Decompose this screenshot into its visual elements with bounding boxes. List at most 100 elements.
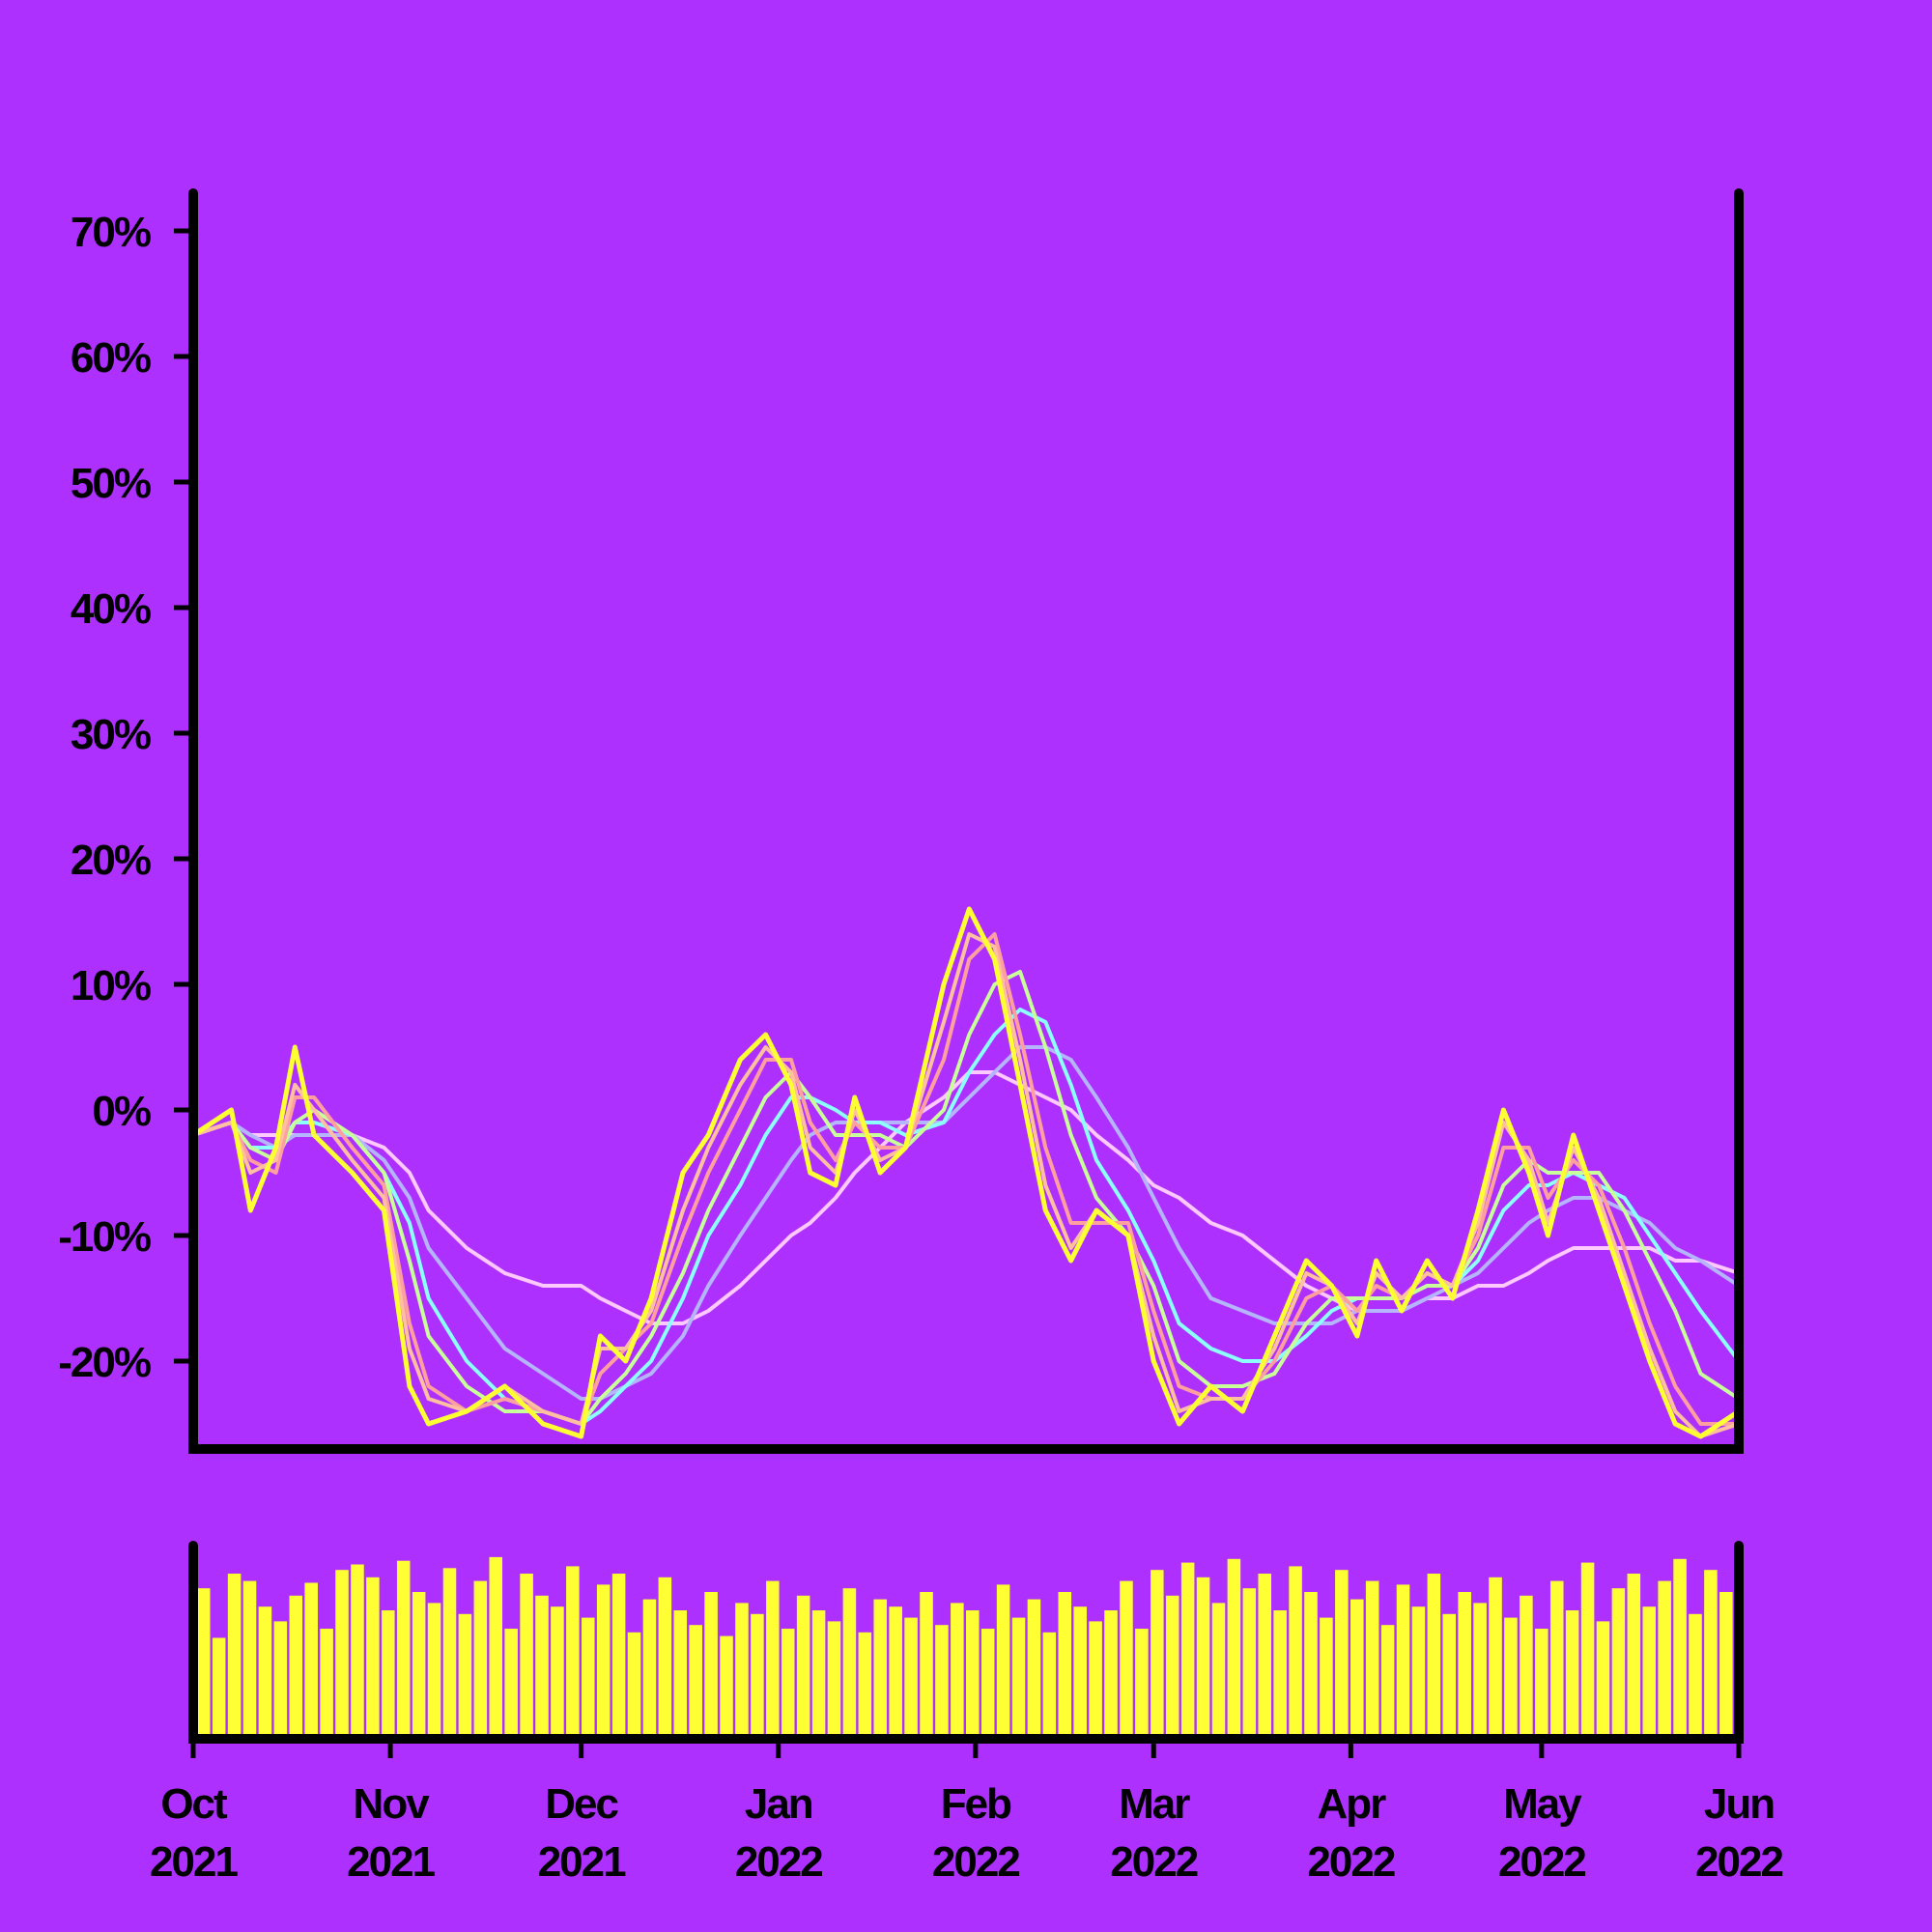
price-line-group <box>193 906 1739 1439</box>
volume-bar <box>827 1621 841 1739</box>
ma-10-line <box>193 932 1739 1426</box>
volume-bar <box>1504 1617 1518 1739</box>
volume-bar <box>1011 1617 1026 1739</box>
x-tick-year: 2021 <box>150 1838 238 1886</box>
volume-bar <box>1427 1574 1441 1739</box>
x-tick-month: Nov <box>354 1780 431 1828</box>
volume-bar <box>304 1582 318 1739</box>
volume-bar <box>1689 1613 1702 1739</box>
y-tick-label: 30% <box>71 711 151 758</box>
volume-bar <box>1227 1558 1241 1739</box>
x-tick-year: 2021 <box>347 1838 435 1886</box>
volume-bar <box>320 1629 333 1739</box>
y-tick-label: 70% <box>71 209 151 256</box>
volume-bar <box>1258 1574 1272 1739</box>
volume-bar <box>1658 1580 1671 1739</box>
volume-bar <box>1520 1595 1533 1739</box>
x-tick-month: Dec <box>545 1780 618 1828</box>
volume-bar <box>1627 1574 1641 1739</box>
volume-bar <box>611 1574 626 1739</box>
volume-bar <box>1365 1580 1379 1739</box>
volume-bar <box>735 1603 749 1739</box>
x-tick-year: 2022 <box>1307 1838 1394 1886</box>
volume-bar <box>351 1564 364 1739</box>
volume-bar <box>966 1610 980 1739</box>
y-axis-ticks: 70% 60% 50% 40% 30% 20% 10% 0% -10% -20% <box>58 209 193 1386</box>
y-tick-label: -20% <box>58 1339 151 1386</box>
volume-bar <box>1120 1580 1133 1739</box>
y-tick-label: 20% <box>71 837 151 884</box>
y-tick-label: 10% <box>71 962 151 1009</box>
volume-bar <box>335 1570 349 1739</box>
volume-bar <box>704 1592 718 1739</box>
y-tick-label: 50% <box>71 460 151 507</box>
volume-bar <box>1165 1595 1179 1739</box>
volume-bar <box>658 1577 672 1739</box>
volume-bar <box>781 1629 795 1739</box>
volume-bar <box>197 1588 211 1739</box>
volume-bar <box>842 1588 857 1739</box>
volume-bar <box>489 1556 503 1739</box>
volume-bar <box>951 1603 964 1739</box>
x-tick-month: May <box>1503 1780 1582 1828</box>
volume-bar <box>1211 1603 1226 1739</box>
x-axis-ticks: Oct 2021 Nov 2021 Dec 2021 Jan 2022 Feb 2022 Mar 20… <box>150 1739 1784 1886</box>
volume-bar <box>1350 1599 1364 1739</box>
volume-bar <box>766 1580 780 1739</box>
x-tick-month: Mar <box>1119 1780 1190 1828</box>
volume-bar <box>504 1629 518 1739</box>
volume-bar <box>382 1610 395 1739</box>
volume-bar <box>858 1632 872 1739</box>
volume-bar <box>1104 1610 1118 1739</box>
volume-bar <box>1089 1621 1102 1739</box>
volume-bar <box>935 1625 949 1739</box>
volume-bar <box>227 1574 242 1739</box>
volume-bar <box>366 1577 380 1739</box>
volume-bar <box>627 1632 641 1739</box>
ma-100-line <box>193 1070 1739 1325</box>
volume-bar <box>1611 1588 1626 1739</box>
volume-bar <box>1042 1632 1057 1739</box>
volume-bar <box>920 1592 933 1739</box>
volume-bar <box>642 1599 657 1739</box>
volume-bar <box>1073 1606 1087 1739</box>
volume-bar <box>458 1613 472 1739</box>
volume-bar <box>242 1580 257 1739</box>
volume-bar <box>273 1621 288 1739</box>
volume-bar <box>1673 1558 1687 1739</box>
volume-bar <box>904 1617 918 1739</box>
volume-bar <box>796 1595 810 1739</box>
volume-bar <box>1380 1625 1395 1739</box>
volume-bar <box>566 1566 580 1739</box>
axes <box>188 188 1744 1744</box>
volume-bar <box>473 1580 488 1739</box>
volume-bar <box>1473 1603 1487 1739</box>
x-tick-year: 2022 <box>1110 1838 1197 1886</box>
volume-bar <box>1549 1580 1564 1739</box>
volume-bar <box>535 1595 549 1739</box>
volume-bar <box>1151 1570 1164 1739</box>
x-tick-month: Jan <box>745 1780 812 1828</box>
y-tick-label: 60% <box>71 334 151 382</box>
volume-bar <box>889 1606 902 1739</box>
volume-bar <box>520 1574 533 1739</box>
volume-bar <box>1565 1610 1579 1739</box>
volume-bar <box>1335 1570 1349 1739</box>
x-tick-month: Jun <box>1704 1780 1774 1828</box>
volume-bar <box>980 1629 995 1739</box>
volume-bar <box>596 1584 611 1739</box>
x-tick-month: Feb <box>941 1780 1011 1828</box>
volume-bar <box>582 1617 595 1739</box>
moving-average-lines <box>193 932 1739 1438</box>
ma-5-line <box>193 932 1739 1438</box>
volume-bar <box>1027 1599 1041 1739</box>
ma-50-line <box>193 1045 1739 1401</box>
volume-bar <box>1535 1629 1548 1739</box>
volume-bar <box>1489 1577 1502 1739</box>
volume-bar <box>551 1606 564 1739</box>
volume-bar <box>1135 1629 1149 1739</box>
volume-bar <box>720 1635 733 1739</box>
volume-bar <box>1704 1570 1718 1739</box>
volume-bar <box>289 1595 303 1739</box>
